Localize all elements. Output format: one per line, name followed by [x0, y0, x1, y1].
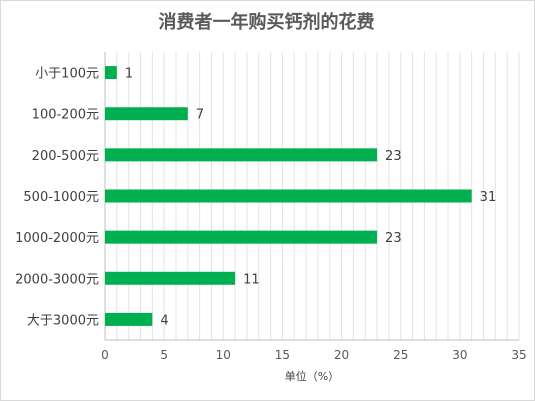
category-label: 500-1000元 [23, 190, 99, 205]
data-label: 1 [125, 67, 133, 82]
value-labels: 1 7 23 31 23 11 4 [125, 67, 496, 329]
bar [105, 271, 236, 285]
data-label: 23 [385, 231, 402, 246]
category-label: 1000-2000元 [15, 231, 99, 246]
bar [105, 148, 378, 162]
bar [105, 66, 117, 80]
x-tick-label: 15 [275, 348, 290, 362]
x-axis-title: 单位（%） [285, 369, 339, 383]
data-label: 7 [196, 108, 204, 123]
bar [105, 107, 188, 121]
bar [105, 312, 153, 326]
chart-title: 消费者一年购买钙剂的花费 [158, 12, 375, 33]
x-tick-label: 5 [160, 348, 168, 362]
data-label: 31 [480, 190, 497, 205]
category-label: 100-200元 [32, 108, 99, 123]
x-tick-label: 35 [511, 348, 526, 362]
x-tick-label: 0 [101, 348, 109, 362]
data-label: 4 [160, 313, 168, 328]
x-tick-label: 25 [393, 348, 408, 362]
bars [105, 66, 472, 326]
bar [105, 230, 378, 244]
data-label: 11 [243, 272, 260, 287]
category-label: 200-500元 [32, 149, 99, 164]
category-labels: 小于100元 100-200元 200-500元 500-1000元 1000-2000… [15, 67, 99, 329]
x-tick-labels: 0 5 10 15 20 25 30 35 [101, 348, 526, 362]
category-label: 大于3000元 [27, 313, 99, 328]
category-label: 小于100元 [35, 67, 99, 82]
category-label: 2000-3000元 [15, 272, 99, 287]
x-tick-label: 30 [452, 348, 467, 362]
data-label: 23 [385, 149, 402, 164]
bar [105, 189, 472, 203]
x-tick-label: 10 [216, 348, 231, 362]
x-tick-label: 20 [334, 348, 349, 362]
